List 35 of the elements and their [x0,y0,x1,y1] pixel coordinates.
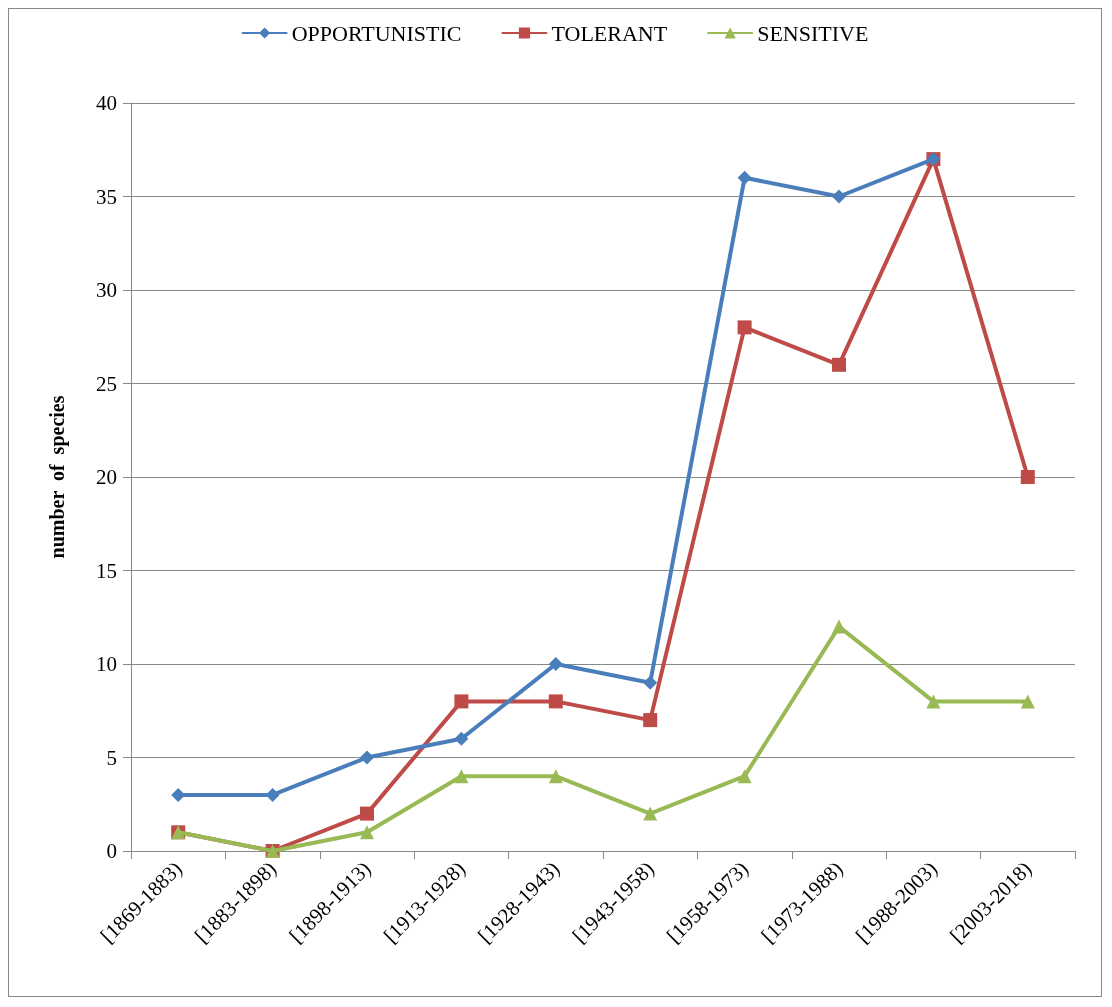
y-tick-label: 30 [96,278,117,302]
y-tick-label: 15 [96,558,117,583]
point [643,806,658,821]
y-tick-label: 35 [96,184,117,209]
point [737,320,752,335]
y-tick-label: 20 [96,465,117,489]
point [832,619,846,634]
point [737,769,752,784]
legend-label: OPPORTUNISTIC [291,20,462,46]
y-tick-label: 0 [106,839,117,863]
point [265,787,280,802]
point [926,694,941,709]
point [643,675,658,690]
y-tick-label: 40 [96,91,117,115]
point [454,731,469,746]
y-tick-label: 25 [96,371,117,396]
legend-label: TOLERANT [551,20,668,46]
point [1020,694,1035,709]
point [360,750,374,765]
point [548,657,563,671]
point [832,189,846,204]
point [360,806,374,821]
point [548,769,563,784]
point [737,170,752,185]
y-axis-title: number of species [46,395,69,559]
point [1020,470,1035,484]
point [454,769,469,784]
y-tick-label: 10 [96,652,117,676]
point [548,694,563,709]
point [643,713,658,728]
legend-label: SENSITIVE [757,20,869,46]
point [454,694,469,709]
point [360,825,374,840]
point [832,357,846,372]
y-tick-label: 5 [106,745,117,770]
